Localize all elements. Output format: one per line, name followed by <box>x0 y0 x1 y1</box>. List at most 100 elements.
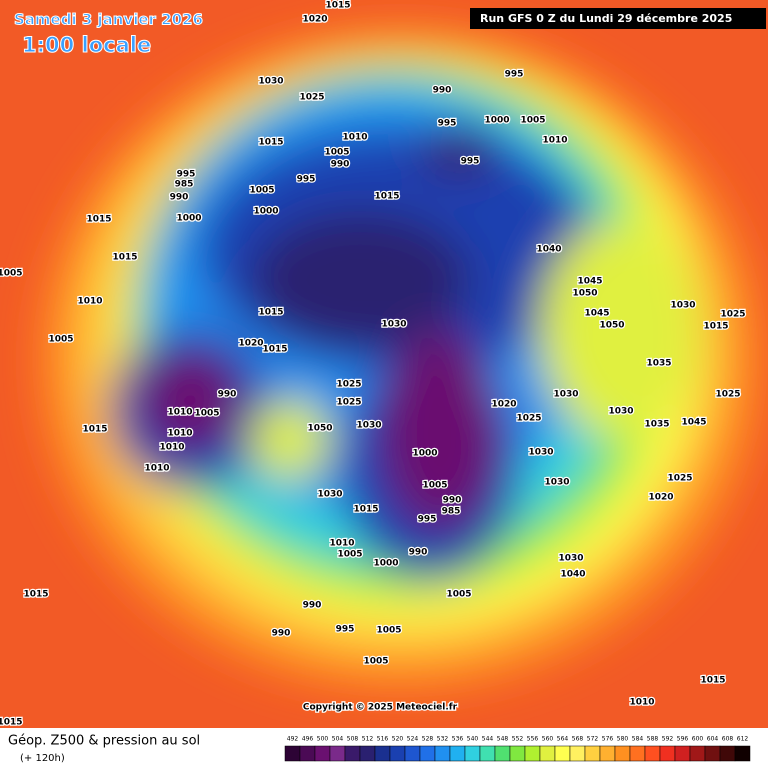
isobar-label: 995 <box>461 157 480 167</box>
colorbar-tick-label: 584 <box>632 736 644 743</box>
colorbar-tick-label: 612 <box>737 736 749 743</box>
isobar-label: 1035 <box>644 420 669 430</box>
isobar-label: 1015 <box>325 1 350 11</box>
colorbar-tick-label: 504 <box>332 736 344 743</box>
isobar-label: 1000 <box>484 116 509 126</box>
isobar-label: 995 <box>418 515 437 525</box>
colorbar-swatch <box>659 745 676 762</box>
colorbar-swatch <box>359 745 376 762</box>
legend-title: Géop. Z500 & pression au sol <box>8 734 200 749</box>
isobar-label: 1005 <box>249 186 274 196</box>
isobar-label: 990 <box>170 193 189 203</box>
isobar-label: 990 <box>272 629 291 639</box>
isobar-label: 995 <box>505 70 524 80</box>
isobar-label: 1005 <box>194 409 219 419</box>
isobar-label: 1020 <box>302 15 327 25</box>
colorbar-swatch <box>494 745 511 762</box>
colorbar-tick-label: 552 <box>512 736 524 743</box>
colorbar-tick-label: 500 <box>317 736 329 743</box>
isobar-label: 985 <box>442 507 461 517</box>
colorbar-swatch <box>449 745 466 762</box>
isobar-label: 990 <box>303 601 322 611</box>
colorbar-swatch <box>689 745 706 762</box>
isobar-label: 1015 <box>86 215 111 225</box>
colorbar-swatch <box>629 745 646 762</box>
isobar-label: 1045 <box>681 418 706 428</box>
isobar-label: 1030 <box>381 320 406 330</box>
isobar-label: 1015 <box>82 425 107 435</box>
isobar-label: 1015 <box>374 192 399 202</box>
isobar-label: 1010 <box>629 698 654 708</box>
isobar-label: 1025 <box>720 310 745 320</box>
isobar-label: 1015 <box>258 308 283 318</box>
colorbar-swatch <box>329 745 346 762</box>
colorbar-tick-label: 524 <box>407 736 419 743</box>
isobar-label: 1025 <box>336 380 361 390</box>
colorbar-swatch <box>299 745 316 762</box>
colorbar-tick-label: 536 <box>452 736 464 743</box>
isobar-label: 995 <box>297 175 316 185</box>
isobar-label: 1040 <box>560 570 585 580</box>
isobar-label: 1005 <box>48 335 73 345</box>
isobar-label: 1005 <box>422 481 447 491</box>
colorbar-swatch <box>674 745 691 762</box>
colorbar-swatch <box>719 745 736 762</box>
run-info: Run GFS 0 Z du Lundi 29 décembre 2025 <box>480 12 732 25</box>
colorbar: 492 496 500 504 508 512 516 520 524 528 532 536 540 5… <box>284 736 751 762</box>
colorbar-tick-label: 492 <box>287 736 299 743</box>
isobar-label: 1010 <box>342 133 367 143</box>
isobar-label: 1015 <box>0 718 23 728</box>
colorbar-swatch <box>284 745 301 762</box>
run-box <box>470 8 766 29</box>
isobar-label: 1050 <box>307 424 332 434</box>
colorbar-swatch <box>554 745 571 762</box>
colorbar-tick-label: 580 <box>617 736 629 743</box>
isobar-label: 1020 <box>491 400 516 410</box>
isobar-label: 1020 <box>238 339 263 349</box>
isobar-label: 1015 <box>353 505 378 515</box>
isobar-label: 1015 <box>258 138 283 148</box>
colorbar-swatch <box>419 745 436 762</box>
colorbar-swatch <box>704 745 721 762</box>
colorbar-swatch <box>434 745 451 762</box>
isobar-label: 1030 <box>608 407 633 417</box>
isobar-label: 1050 <box>572 289 597 299</box>
colorbar-tick-label: 508 <box>347 736 359 743</box>
isobar-label: 1005 <box>520 116 545 126</box>
isobar-label: 1015 <box>112 253 137 263</box>
isobar-label: 1010 <box>144 464 169 474</box>
colorbar-swatch <box>599 745 616 762</box>
isobar-label: 1030 <box>558 554 583 564</box>
colorbar-swatch <box>734 745 751 762</box>
colorbar-tick-label: 520 <box>392 736 404 743</box>
colorbar-tick-label: 496 <box>302 736 314 743</box>
isobar-label: 1030 <box>258 77 283 87</box>
colorbar-tick-label: 608 <box>722 736 734 743</box>
colorbar-tick-label: 604 <box>707 736 719 743</box>
isobar-label: 1000 <box>176 214 201 224</box>
isobar-label: 1000 <box>253 207 278 217</box>
isobar-label: 1030 <box>317 490 342 500</box>
isobar-label: 990 <box>443 496 462 506</box>
colorbar-tick-label: 592 <box>662 736 674 743</box>
colorbar-tick-label: 600 <box>692 736 704 743</box>
colorbar-swatch <box>389 745 406 762</box>
colorbar-tick-label: 512 <box>362 736 374 743</box>
isobar-label: 1035 <box>646 359 671 369</box>
colorbar-tick-label: 532 <box>437 736 449 743</box>
isobar-label: 1030 <box>356 421 381 431</box>
colorbar-tick-label: 576 <box>602 736 614 743</box>
isobar-label: 985 <box>175 180 194 190</box>
forecast-date: Samedi 3 janvier 2026 <box>14 11 203 29</box>
isobar-label: 1015 <box>703 322 728 332</box>
legend-lead: (+ 120h) <box>20 753 65 764</box>
isobar-label: 1010 <box>167 429 192 439</box>
isobar-label: 1040 <box>536 245 561 255</box>
isobar-label: 1025 <box>516 414 541 424</box>
isobar-label: 1030 <box>528 448 553 458</box>
colorbar-swatch <box>584 745 601 762</box>
colorbar-swatch <box>314 745 331 762</box>
colorbar-tick-label: 548 <box>497 736 509 743</box>
isobar-label: 1010 <box>329 539 354 549</box>
